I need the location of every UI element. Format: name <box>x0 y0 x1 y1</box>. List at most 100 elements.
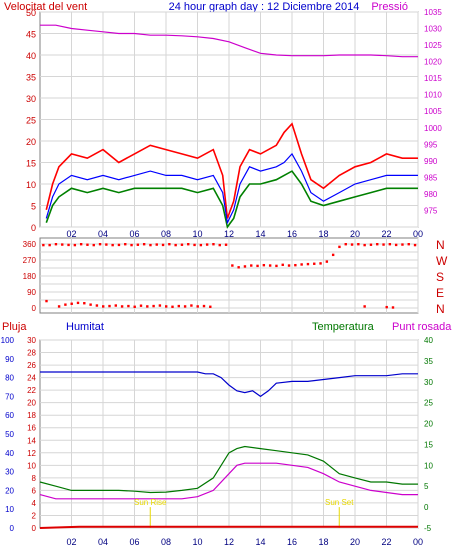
rain-tick-label: 6 <box>32 486 37 495</box>
rain-tick-label: 2 <box>32 511 37 520</box>
direction-point <box>95 304 99 307</box>
direction-point <box>149 243 152 247</box>
temperature-tick-label: 30 <box>424 378 433 387</box>
climate-x-tick-label: 00 <box>413 537 423 547</box>
direction-tick-label: 90 <box>27 288 36 297</box>
humidity-label: Humitat <box>66 321 104 333</box>
direction-point <box>363 243 366 247</box>
pressure-tick-label: 1000 <box>424 124 442 133</box>
wind-x-tick-label: 08 <box>161 229 171 239</box>
wind-x-tick-label: 16 <box>287 229 297 239</box>
direction-point <box>105 243 108 246</box>
temperature-label: Temperatura <box>312 321 375 333</box>
compass-label: S <box>436 270 444 284</box>
header-right-label: Pressió <box>371 1 408 13</box>
climate-x-tick-label: 18 <box>318 537 328 547</box>
humidity-tick-label: 40 <box>5 449 14 458</box>
direction-point <box>237 266 240 269</box>
direction-point <box>130 243 133 247</box>
humidity-tick-label: 90 <box>5 355 14 364</box>
temperature-tick-label: 20 <box>424 420 433 429</box>
wind-speed-tick-label: 15 <box>26 159 36 169</box>
direction-point <box>180 243 184 246</box>
direction-point <box>45 299 48 303</box>
direction-point <box>98 243 102 246</box>
rain-series-line <box>39 525 418 529</box>
direction-point <box>369 243 373 246</box>
pressure-tick-label: 995 <box>424 140 438 149</box>
temperature-tick-label: -5 <box>424 524 432 533</box>
direction-point <box>325 260 329 263</box>
direction-point <box>388 243 392 246</box>
humidity-tick-label: 80 <box>5 374 14 383</box>
pressure-tick-label: 1030 <box>424 25 442 34</box>
direction-point <box>177 304 180 308</box>
header-center-label: 24 hour graph day : 12 Diciembre 2014 <box>169 1 360 13</box>
direction-point <box>199 243 203 247</box>
rain-tick-label: 4 <box>32 499 37 508</box>
climate-x-tick-label: 08 <box>161 537 171 547</box>
direction-point <box>155 243 158 246</box>
direction-point <box>413 243 417 247</box>
rain-tick-label: 28 <box>27 349 36 358</box>
rain-tick-label: 12 <box>27 449 36 458</box>
humidity-tick-label: 50 <box>5 430 14 439</box>
direction-point <box>190 304 193 307</box>
pressure-tick-label: 1020 <box>424 58 442 67</box>
wind-x-tick-label: 00 <box>413 229 423 239</box>
direction-point <box>183 305 187 308</box>
pressure-tick-label: 1005 <box>424 107 442 116</box>
direction-point <box>124 243 127 246</box>
direction-point <box>61 243 64 246</box>
temperature-tick-label: 35 <box>424 357 433 366</box>
wind-speed-tick-label: 5 <box>31 202 36 212</box>
direction-point <box>146 305 149 308</box>
wind-low-series-line <box>45 170 418 229</box>
wind-speed-tick-label: 0 <box>31 223 36 233</box>
direction-point <box>344 243 347 246</box>
direction-point <box>127 304 130 308</box>
rain-tick-label: 16 <box>27 424 36 433</box>
direction-point <box>89 303 92 306</box>
direction-point <box>212 243 215 246</box>
direction-point <box>142 243 146 246</box>
direction-point <box>306 262 310 266</box>
wind-speed-tick-label: 50 <box>26 8 36 18</box>
direction-tick-label: 0 <box>32 304 37 313</box>
humidity-tick-label: 0 <box>10 524 15 533</box>
wind-x-tick-label: 18 <box>318 229 328 239</box>
direction-point <box>287 264 291 267</box>
pressure-tick-label: 985 <box>424 173 438 182</box>
direction-point <box>136 243 140 246</box>
direction-point <box>196 305 199 308</box>
climate-x-tick-label: 14 <box>255 537 265 547</box>
rain-tick-label: 8 <box>32 474 37 483</box>
humidity-tick-label: 20 <box>5 486 14 495</box>
humidity-tick-label: 100 <box>1 336 15 345</box>
dew-point-series-line <box>39 462 418 500</box>
compass-label: N <box>436 302 445 316</box>
direction-point <box>319 262 322 265</box>
direction-point <box>73 243 77 247</box>
wind-x-tick-label: 14 <box>255 229 265 239</box>
direction-point <box>111 243 114 247</box>
direction-point <box>407 243 410 246</box>
direction-point <box>48 243 51 247</box>
pressure-tick-label: 990 <box>424 157 438 166</box>
direction-point <box>79 243 83 246</box>
rain-tick-label: 24 <box>27 374 36 383</box>
direction-point <box>64 303 67 306</box>
rain-tick-label: 20 <box>27 399 36 408</box>
wind-x-tick-label: 20 <box>350 229 360 239</box>
direction-tick-label: 270 <box>23 256 37 265</box>
direction-point <box>350 243 354 246</box>
direction-point <box>86 243 89 246</box>
direction-point <box>67 243 70 247</box>
direction-point <box>357 243 360 246</box>
direction-point <box>262 263 266 267</box>
climate-x-tick-label: 10 <box>192 537 202 547</box>
direction-point <box>120 305 124 308</box>
temperature-tick-label: 15 <box>424 440 433 449</box>
